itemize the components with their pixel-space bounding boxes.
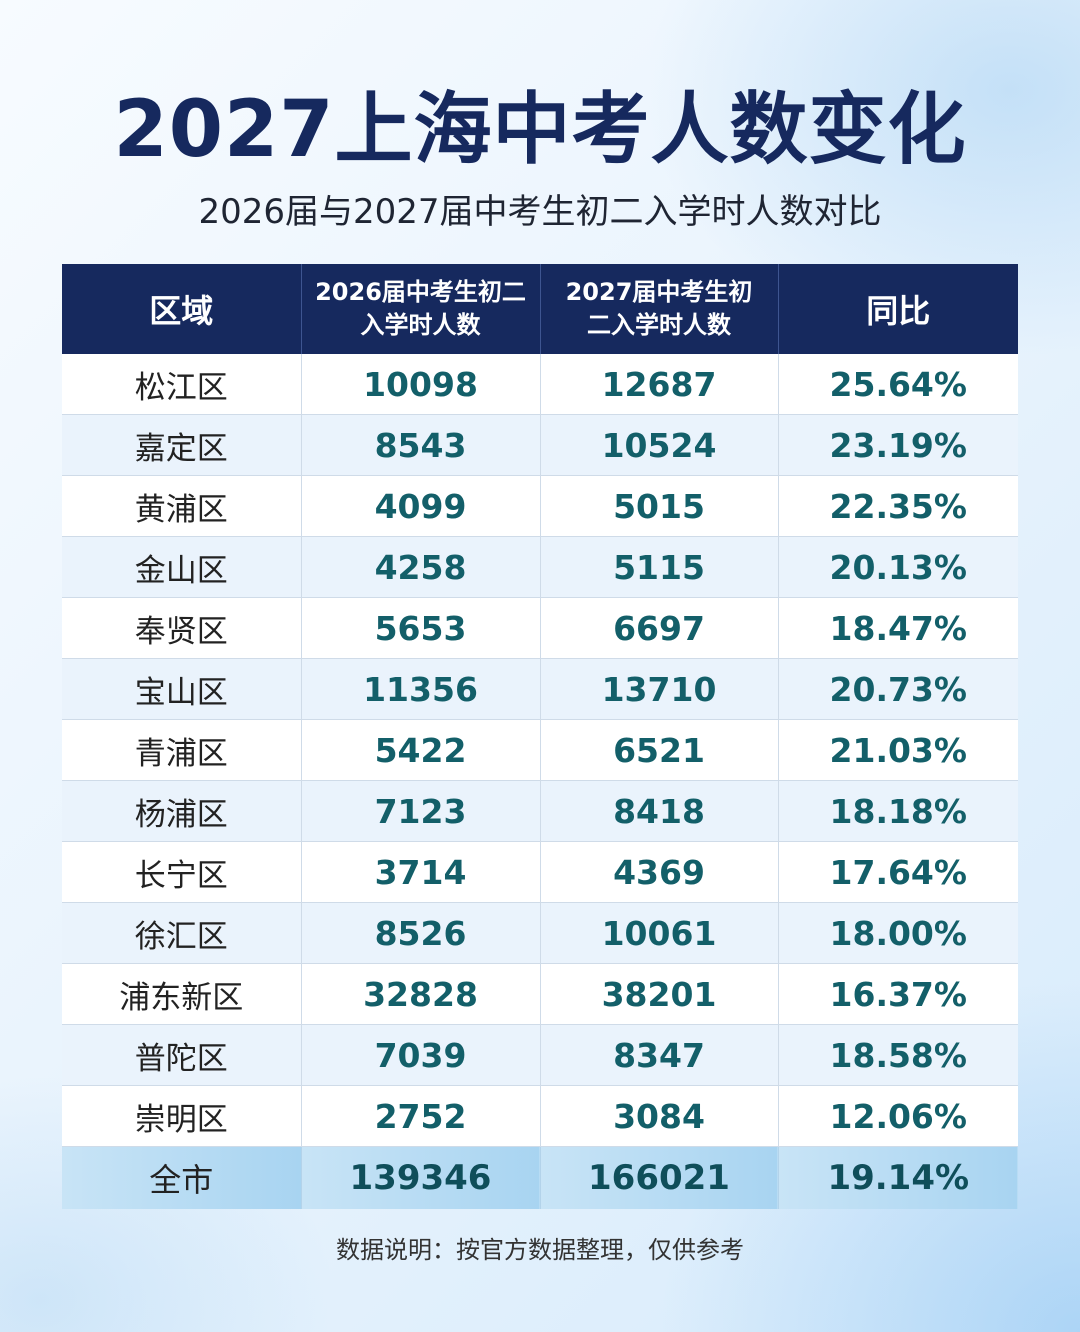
count-2026-cell: 5653 — [301, 597, 541, 659]
table-row: 金山区 4258 5115 20.13% — [62, 536, 1018, 598]
count-2027-cell: 5115 — [540, 536, 779, 598]
count-2026-cell: 7039 — [301, 1024, 541, 1086]
table-row: 黄浦区 4099 5015 22.35% — [62, 475, 1018, 537]
table-total-row: 全市 139346 166021 19.14% — [62, 1146, 1018, 1209]
count-2026-cell: 32828 — [301, 963, 541, 1025]
count-2027-cell: 6697 — [540, 597, 779, 659]
table-row: 徐汇区 8526 10061 18.00% — [62, 902, 1018, 964]
table-row: 长宁区 3714 4369 17.64% — [62, 841, 1018, 903]
yoy-cell: 18.00% — [778, 902, 1018, 964]
count-2027-cell: 38201 — [540, 963, 779, 1025]
page-title: 2027上海中考人数变化 — [113, 85, 967, 175]
table-row: 杨浦区 7123 8418 18.18% — [62, 780, 1018, 842]
yoy-cell: 20.73% — [778, 658, 1018, 720]
header-2027: 2027届中考生初 二入学时人数 — [540, 264, 779, 354]
count-2026-cell: 10098 — [301, 354, 541, 415]
total-2026-cell: 139346 — [301, 1146, 541, 1209]
total-2027-cell: 166021 — [540, 1146, 779, 1209]
yoy-cell: 18.18% — [778, 780, 1018, 842]
count-2026-cell: 11356 — [301, 658, 541, 720]
yoy-cell: 18.58% — [778, 1024, 1018, 1086]
count-2027-cell: 8347 — [540, 1024, 779, 1086]
yoy-cell: 25.64% — [778, 354, 1018, 415]
count-2027-cell: 10061 — [540, 902, 779, 964]
total-region-cell: 全市 — [62, 1146, 302, 1209]
count-2027-cell: 3084 — [540, 1085, 779, 1147]
total-yoy-cell: 19.14% — [778, 1146, 1018, 1209]
yoy-cell: 22.35% — [778, 475, 1018, 537]
table-row: 宝山区 11356 13710 20.73% — [62, 658, 1018, 720]
header-2027-line1: 2027届中考生初 — [565, 278, 753, 306]
table-header-row: 区域 2026届中考生初二 入学时人数 2027届中考生初 二入学时人数 同比 — [62, 264, 1018, 354]
yoy-cell: 23.19% — [778, 414, 1018, 476]
count-2027-cell: 5015 — [540, 475, 779, 537]
region-cell: 金山区 — [62, 536, 302, 598]
count-2026-cell: 4258 — [301, 536, 541, 598]
region-cell: 普陀区 — [62, 1024, 302, 1086]
count-2027-cell: 6521 — [540, 719, 779, 781]
region-cell: 嘉定区 — [62, 414, 302, 476]
region-cell: 崇明区 — [62, 1085, 302, 1147]
count-2026-cell: 3714 — [301, 841, 541, 903]
header-yoy: 同比 — [778, 264, 1018, 354]
table-row: 青浦区 5422 6521 21.03% — [62, 719, 1018, 781]
count-2026-cell: 8526 — [301, 902, 541, 964]
count-2027-cell: 8418 — [540, 780, 779, 842]
yoy-cell: 12.06% — [778, 1085, 1018, 1147]
header-2026-line2: 入学时人数 — [360, 311, 481, 339]
header-2026-line1: 2026届中考生初二 — [315, 278, 526, 306]
header-region: 区域 — [62, 264, 302, 354]
comparison-table: 区域 2026届中考生初二 入学时人数 2027届中考生初 二入学时人数 同比 … — [62, 264, 1018, 1209]
count-2027-cell: 10524 — [540, 414, 779, 476]
table-row: 奉贤区 5653 6697 18.47% — [62, 597, 1018, 659]
yoy-cell: 21.03% — [778, 719, 1018, 781]
region-cell: 青浦区 — [62, 719, 302, 781]
region-cell: 松江区 — [62, 354, 302, 415]
table-row: 浦东新区 32828 38201 16.37% — [62, 963, 1018, 1025]
data-note: 数据说明：按官方数据整理，仅供参考 — [336, 1236, 744, 1264]
count-2026-cell: 7123 — [301, 780, 541, 842]
region-cell: 浦东新区 — [62, 963, 302, 1025]
table-row: 松江区 10098 12687 25.64% — [62, 354, 1018, 415]
count-2026-cell: 4099 — [301, 475, 541, 537]
count-2027-cell: 12687 — [540, 354, 779, 415]
page-subtitle: 2026届与2027届中考生初二入学时人数对比 — [198, 192, 882, 232]
table-row: 嘉定区 8543 10524 23.19% — [62, 414, 1018, 476]
table-row: 普陀区 7039 8347 18.58% — [62, 1024, 1018, 1086]
count-2026-cell: 8543 — [301, 414, 541, 476]
yoy-cell: 16.37% — [778, 963, 1018, 1025]
header-2026: 2026届中考生初二 入学时人数 — [301, 264, 541, 354]
region-cell: 杨浦区 — [62, 780, 302, 842]
count-2027-cell: 4369 — [540, 841, 779, 903]
header-2027-line2: 二入学时人数 — [587, 311, 731, 339]
region-cell: 长宁区 — [62, 841, 302, 903]
count-2027-cell: 13710 — [540, 658, 779, 720]
yoy-cell: 20.13% — [778, 536, 1018, 598]
count-2026-cell: 5422 — [301, 719, 541, 781]
table-row: 崇明区 2752 3084 12.06% — [62, 1085, 1018, 1147]
count-2026-cell: 2752 — [301, 1085, 541, 1147]
region-cell: 奉贤区 — [62, 597, 302, 659]
yoy-cell: 18.47% — [778, 597, 1018, 659]
region-cell: 徐汇区 — [62, 902, 302, 964]
region-cell: 宝山区 — [62, 658, 302, 720]
yoy-cell: 17.64% — [778, 841, 1018, 903]
region-cell: 黄浦区 — [62, 475, 302, 537]
